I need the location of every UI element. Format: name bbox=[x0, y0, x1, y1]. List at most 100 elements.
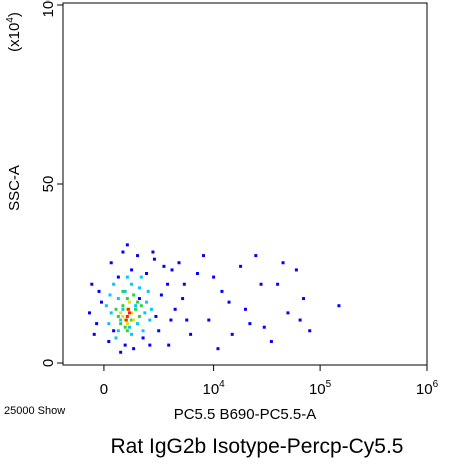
dot bbox=[139, 275, 143, 279]
dot bbox=[227, 300, 231, 304]
dot bbox=[121, 304, 125, 308]
dot bbox=[149, 307, 153, 311]
dot bbox=[157, 329, 161, 333]
dot bbox=[124, 318, 128, 322]
dot bbox=[123, 289, 127, 293]
dot bbox=[127, 300, 131, 304]
dot bbox=[130, 311, 134, 315]
x-tick-exponent: 6 bbox=[433, 379, 439, 390]
dot bbox=[276, 282, 280, 286]
dot bbox=[269, 340, 273, 344]
x-tick-label: 0 bbox=[100, 381, 108, 398]
dot bbox=[181, 297, 185, 301]
dot bbox=[123, 325, 127, 329]
dot bbox=[125, 243, 129, 247]
dot bbox=[166, 282, 170, 286]
y-axis-label: SSC-A bbox=[6, 165, 23, 211]
dot bbox=[294, 268, 298, 272]
dot bbox=[119, 322, 123, 326]
dot bbox=[123, 343, 127, 347]
dot bbox=[87, 311, 91, 315]
dot bbox=[308, 329, 312, 333]
dot bbox=[130, 318, 134, 322]
dot bbox=[151, 250, 155, 254]
dot bbox=[239, 264, 243, 268]
dot bbox=[182, 282, 186, 286]
x-tick-base: 10 bbox=[416, 381, 433, 398]
dot bbox=[148, 343, 152, 347]
dot bbox=[170, 268, 174, 272]
dot bbox=[125, 297, 129, 301]
dot bbox=[119, 318, 123, 322]
dot bbox=[109, 311, 113, 315]
dot bbox=[298, 318, 302, 322]
dot bbox=[216, 347, 220, 351]
x-tick-label: 105 bbox=[309, 379, 332, 398]
x-tick-exponent: 4 bbox=[219, 379, 225, 390]
dot bbox=[127, 311, 131, 315]
dot bbox=[130, 268, 134, 272]
dot bbox=[212, 275, 216, 279]
dot bbox=[148, 318, 152, 322]
dot bbox=[121, 314, 125, 318]
dot bbox=[189, 332, 193, 336]
dot bbox=[167, 343, 171, 347]
dot bbox=[116, 314, 120, 318]
dot bbox=[162, 264, 166, 268]
dot bbox=[254, 254, 258, 258]
dot bbox=[109, 261, 113, 265]
dot bbox=[112, 329, 116, 333]
dot bbox=[132, 347, 136, 351]
dot bbox=[114, 336, 118, 340]
dot bbox=[137, 286, 141, 290]
dot bbox=[121, 307, 125, 311]
dot bbox=[134, 307, 138, 311]
dot bbox=[104, 304, 108, 308]
dot bbox=[230, 332, 234, 336]
dot bbox=[248, 322, 252, 326]
y-multiplier-exponent: 4 bbox=[5, 17, 16, 23]
dot bbox=[207, 318, 211, 322]
dot bbox=[337, 304, 341, 308]
dot bbox=[132, 318, 136, 322]
dot bbox=[119, 311, 123, 315]
dot bbox=[134, 304, 138, 308]
x-tick-label: 106 bbox=[416, 379, 439, 398]
dot bbox=[159, 293, 163, 297]
dot bbox=[152, 257, 156, 261]
dot bbox=[136, 322, 140, 326]
y-tick-label: 100 bbox=[40, 0, 57, 18]
dot bbox=[125, 322, 129, 326]
dot bbox=[132, 293, 136, 297]
dot bbox=[195, 272, 199, 275]
dot bbox=[185, 318, 189, 322]
dot bbox=[286, 311, 290, 315]
dot bbox=[107, 322, 111, 326]
dot bbox=[201, 254, 205, 258]
dot bbox=[127, 325, 131, 329]
dot bbox=[136, 300, 140, 304]
dot bbox=[130, 332, 134, 336]
y-tick-label: 50 bbox=[40, 176, 57, 193]
dot bbox=[125, 329, 129, 333]
x-tick-base: 10 bbox=[202, 381, 219, 398]
y-multiplier-close: ) bbox=[6, 12, 23, 17]
dot bbox=[139, 304, 143, 308]
dot bbox=[121, 289, 125, 293]
dot bbox=[154, 314, 158, 318]
dot bbox=[173, 307, 177, 311]
dot bbox=[243, 307, 247, 311]
dot bbox=[137, 297, 141, 301]
dot bbox=[121, 250, 125, 254]
dot bbox=[119, 350, 123, 354]
dot bbox=[92, 332, 96, 336]
y-tick-label: 0 bbox=[40, 359, 57, 367]
dot bbox=[114, 307, 118, 311]
dot bbox=[177, 261, 181, 265]
dot bbox=[259, 282, 263, 286]
dot bbox=[130, 282, 134, 286]
dot bbox=[116, 297, 120, 301]
dot bbox=[99, 300, 103, 304]
dot bbox=[95, 322, 99, 326]
dot bbox=[126, 307, 130, 311]
